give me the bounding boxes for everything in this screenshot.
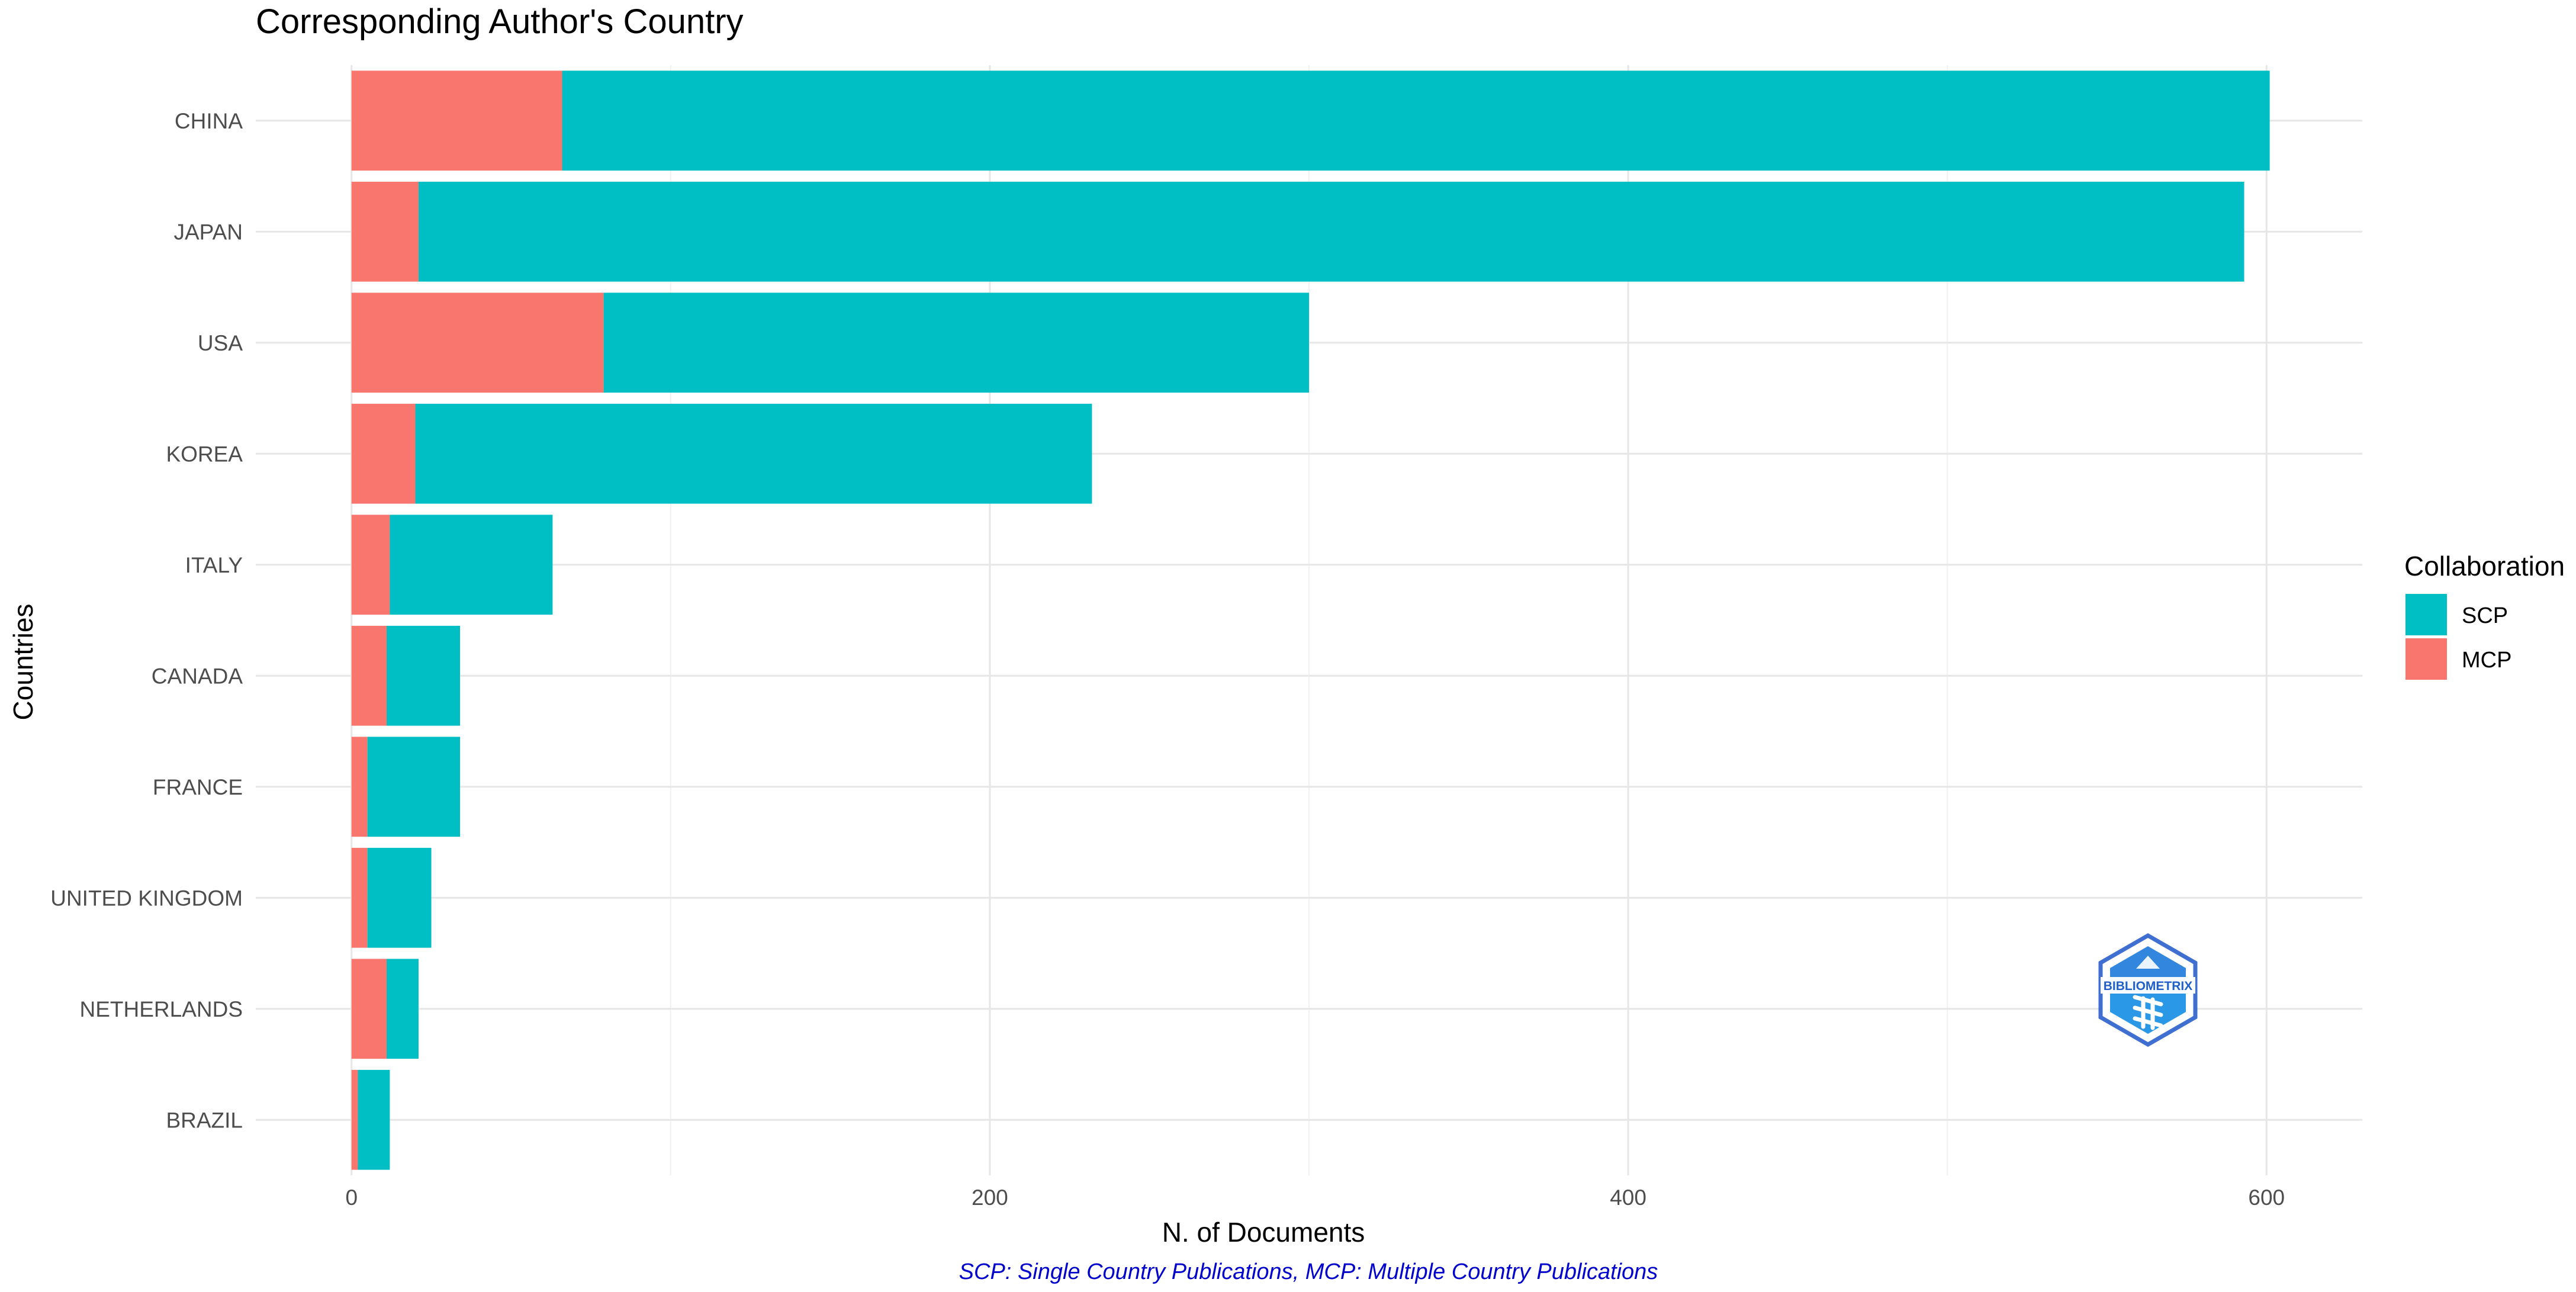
- legend-entries: SCP MCP: [2405, 594, 2511, 680]
- y-tick-label: KOREA: [166, 442, 243, 466]
- legend-swatch-scp: [2405, 594, 2447, 635]
- chart-title: Corresponding Author's Country: [256, 2, 744, 41]
- bar-mcp-italy: [351, 515, 390, 615]
- bar-scp-brazil: [358, 1069, 390, 1170]
- logo-text: BIBLIOMETRIX: [2104, 979, 2193, 993]
- y-tick-label: USA: [198, 331, 243, 355]
- bar-scp-china: [562, 70, 2270, 171]
- x-axis-label: N. of Documents: [1162, 1217, 1365, 1248]
- bar-mcp-united-kingdom: [351, 847, 368, 948]
- y-tick-label: BRAZIL: [166, 1108, 243, 1132]
- caption: SCP: Single Country Publications, MCP: M…: [959, 1259, 1658, 1284]
- bar-scp-italy: [390, 515, 553, 615]
- y-axis-label: Countries: [8, 604, 38, 721]
- bar-scp-canada: [387, 625, 461, 726]
- legend-label-mcp: MCP: [2462, 648, 2511, 673]
- bar-mcp-usa: [351, 293, 604, 393]
- bar-mcp-korea: [351, 403, 416, 504]
- bar-scp-netherlands: [387, 959, 419, 1059]
- x-tick-labels: 0 200 400 600: [345, 1185, 2285, 1210]
- bar-mcp-china: [351, 70, 562, 171]
- bars: [351, 70, 2270, 1170]
- y-tick-label: UNITED KINGDOM: [50, 886, 243, 910]
- y-tick-label: NETHERLANDS: [80, 997, 243, 1021]
- bar-mcp-japan: [351, 181, 419, 282]
- bar-scp-usa: [603, 293, 1309, 393]
- bar-mcp-netherlands: [351, 959, 387, 1059]
- bar-mcp-brazil: [351, 1069, 358, 1170]
- x-tick-label: 600: [2248, 1185, 2285, 1210]
- y-tick-label: JAPAN: [173, 220, 243, 244]
- bar-scp-united-kingdom: [367, 847, 432, 948]
- bar-mcp-france: [351, 737, 368, 837]
- x-tick-label: 200: [972, 1185, 1008, 1210]
- y-tick-label: ITALY: [185, 553, 243, 577]
- y-tick-label: CHINA: [175, 109, 243, 133]
- legend-title: Collaboration: [2404, 551, 2565, 581]
- y-tick-label: CANADA: [152, 664, 243, 688]
- bar-scp-japan: [418, 181, 2244, 282]
- bar-scp-france: [367, 737, 461, 837]
- legend: Collaboration SCP MCP: [2404, 551, 2565, 680]
- y-tick-label: FRANCE: [153, 775, 243, 799]
- bar-scp-korea: [415, 403, 1092, 504]
- y-tick-labels: CHINA JAPAN USA KOREA ITALY CANADA FRANCE UNITE…: [50, 109, 243, 1133]
- legend-label-scp: SCP: [2462, 603, 2508, 628]
- bibliometrix-logo: BIBLIOMETRIX: [2098, 933, 2198, 1047]
- x-tick-label: 0: [345, 1185, 358, 1210]
- x-tick-label: 400: [1610, 1185, 1646, 1210]
- bar-mcp-canada: [351, 625, 387, 726]
- legend-swatch-mcp: [2405, 638, 2447, 680]
